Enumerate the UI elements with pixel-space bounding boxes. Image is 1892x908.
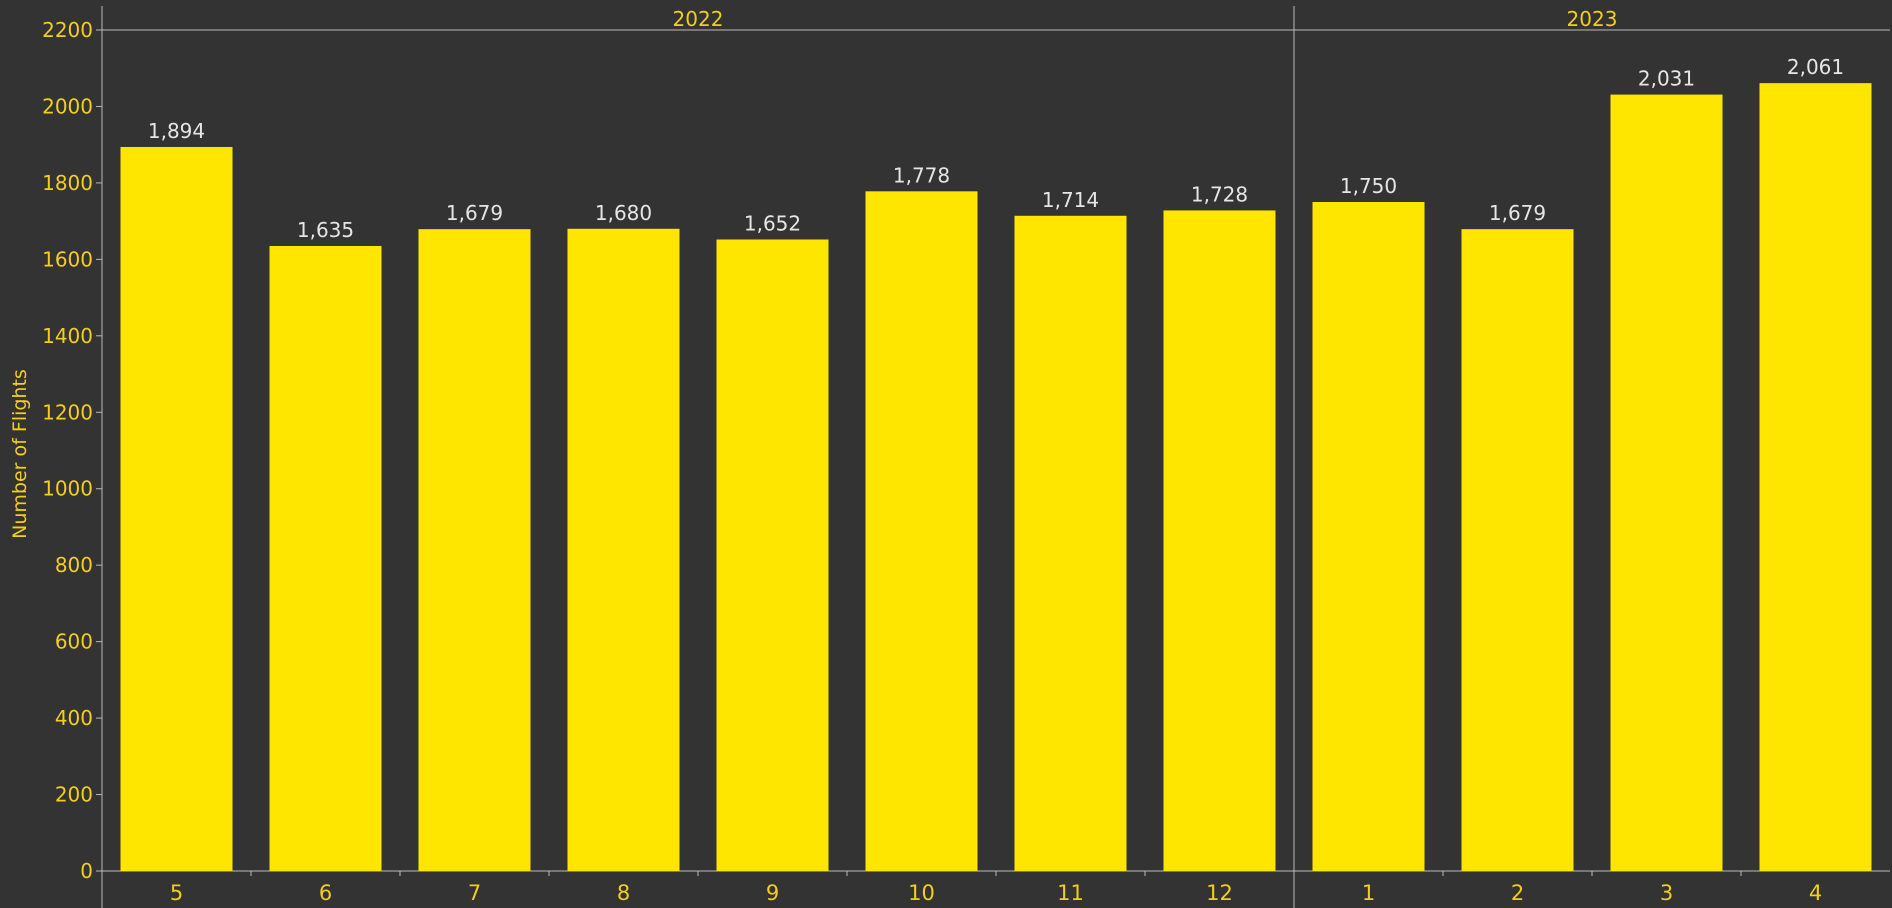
bar: [865, 191, 978, 871]
bar: [269, 245, 382, 872]
y-tick-label: 1000: [42, 477, 93, 501]
y-tick-label: 1400: [42, 324, 93, 348]
bar-value-label: 1,728: [1191, 182, 1248, 206]
y-tick-label: 1200: [42, 400, 93, 424]
x-tick-label: 10: [908, 881, 935, 905]
bar-value-label: 1,679: [1489, 201, 1546, 225]
y-tick-label: 0: [80, 859, 93, 883]
y-tick-label: 600: [55, 630, 93, 654]
bar-value-label: 2,061: [1787, 55, 1844, 79]
bar-value-label: 2,031: [1638, 67, 1695, 91]
bar: [1610, 94, 1723, 872]
bar: [1312, 202, 1425, 872]
x-tick-label: 9: [766, 881, 779, 905]
bar-value-label: 1,778: [893, 163, 950, 187]
bar: [418, 229, 531, 872]
y-tick-label: 2000: [42, 94, 93, 118]
bar: [567, 228, 680, 872]
x-tick-label: 1: [1362, 881, 1375, 905]
x-tick-label: 12: [1206, 881, 1233, 905]
bar-value-label: 1,714: [1042, 188, 1099, 212]
bar-value-label: 1,635: [297, 218, 354, 242]
x-tick-label: 2: [1511, 881, 1524, 905]
group-header-label: 2022: [673, 7, 724, 31]
x-tick-label: 11: [1057, 881, 1084, 905]
bar-value-label: 1,652: [744, 211, 801, 235]
y-tick-label: 200: [55, 783, 93, 807]
x-tick-label: 3: [1660, 881, 1673, 905]
x-tick-label: 4: [1809, 881, 1822, 905]
x-tick-label: 5: [170, 881, 183, 905]
bar: [120, 146, 233, 871]
y-tick-label: 1600: [42, 247, 93, 271]
bar-value-label: 1,679: [446, 201, 503, 225]
y-axis-title: Number of Flights: [9, 369, 31, 539]
y-tick-label: 2200: [42, 18, 93, 42]
x-tick-label: 6: [319, 881, 332, 905]
x-tick-label: 8: [617, 881, 630, 905]
bar-value-label: 1,680: [595, 201, 652, 225]
bar: [1163, 210, 1276, 871]
y-tick-label: 400: [55, 706, 93, 730]
y-tick-label: 1800: [42, 171, 93, 195]
bar: [1461, 229, 1574, 872]
bar: [1014, 215, 1127, 871]
x-tick-label: 7: [468, 881, 481, 905]
bar: [716, 239, 829, 871]
bar: [1759, 83, 1872, 871]
bar-value-label: 1,894: [148, 119, 205, 143]
group-header-label: 2023: [1567, 7, 1618, 31]
y-tick-label: 800: [55, 553, 93, 577]
bar-value-label: 1,750: [1340, 174, 1397, 198]
